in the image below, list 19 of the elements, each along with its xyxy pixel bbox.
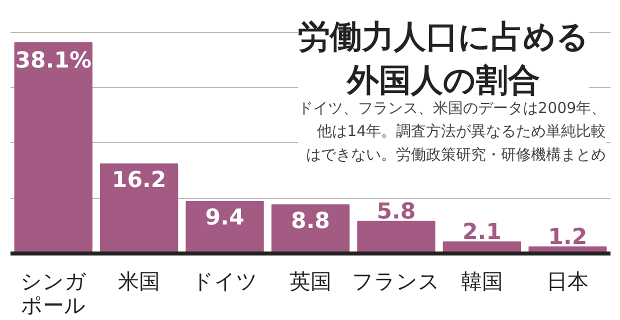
x-tick-label: フランス (352, 270, 440, 294)
x-tick-label: ドイツ (192, 270, 258, 294)
x-tick-label: 韓国 (460, 270, 503, 294)
data-label: 8.8 (291, 208, 330, 234)
data-label: 16.2 (112, 168, 166, 193)
x-tick-label: 米国 (118, 270, 160, 294)
bar (14, 42, 92, 254)
data-label: 38.1% (15, 48, 92, 74)
x-tick-label: シンガポール (20, 270, 86, 318)
data-label: 1.2 (548, 224, 588, 250)
text: 労働力人口に占める外国人の割合 (298, 18, 589, 100)
bar (100, 163, 178, 254)
x-tick-label: 日本 (546, 270, 589, 294)
x-tick-label: 英国 (290, 270, 332, 294)
annotation: ドイツ、フランス、米国のデータは2009年、他は14年。調査方法が異なるため単純比較はできない。労働政策研究・研修機構まとめ (298, 98, 606, 164)
data-label: 5.8 (376, 199, 416, 224)
data-label: 9.4 (205, 205, 244, 230)
bar (357, 220, 436, 254)
data-label: 2.1 (462, 220, 502, 245)
